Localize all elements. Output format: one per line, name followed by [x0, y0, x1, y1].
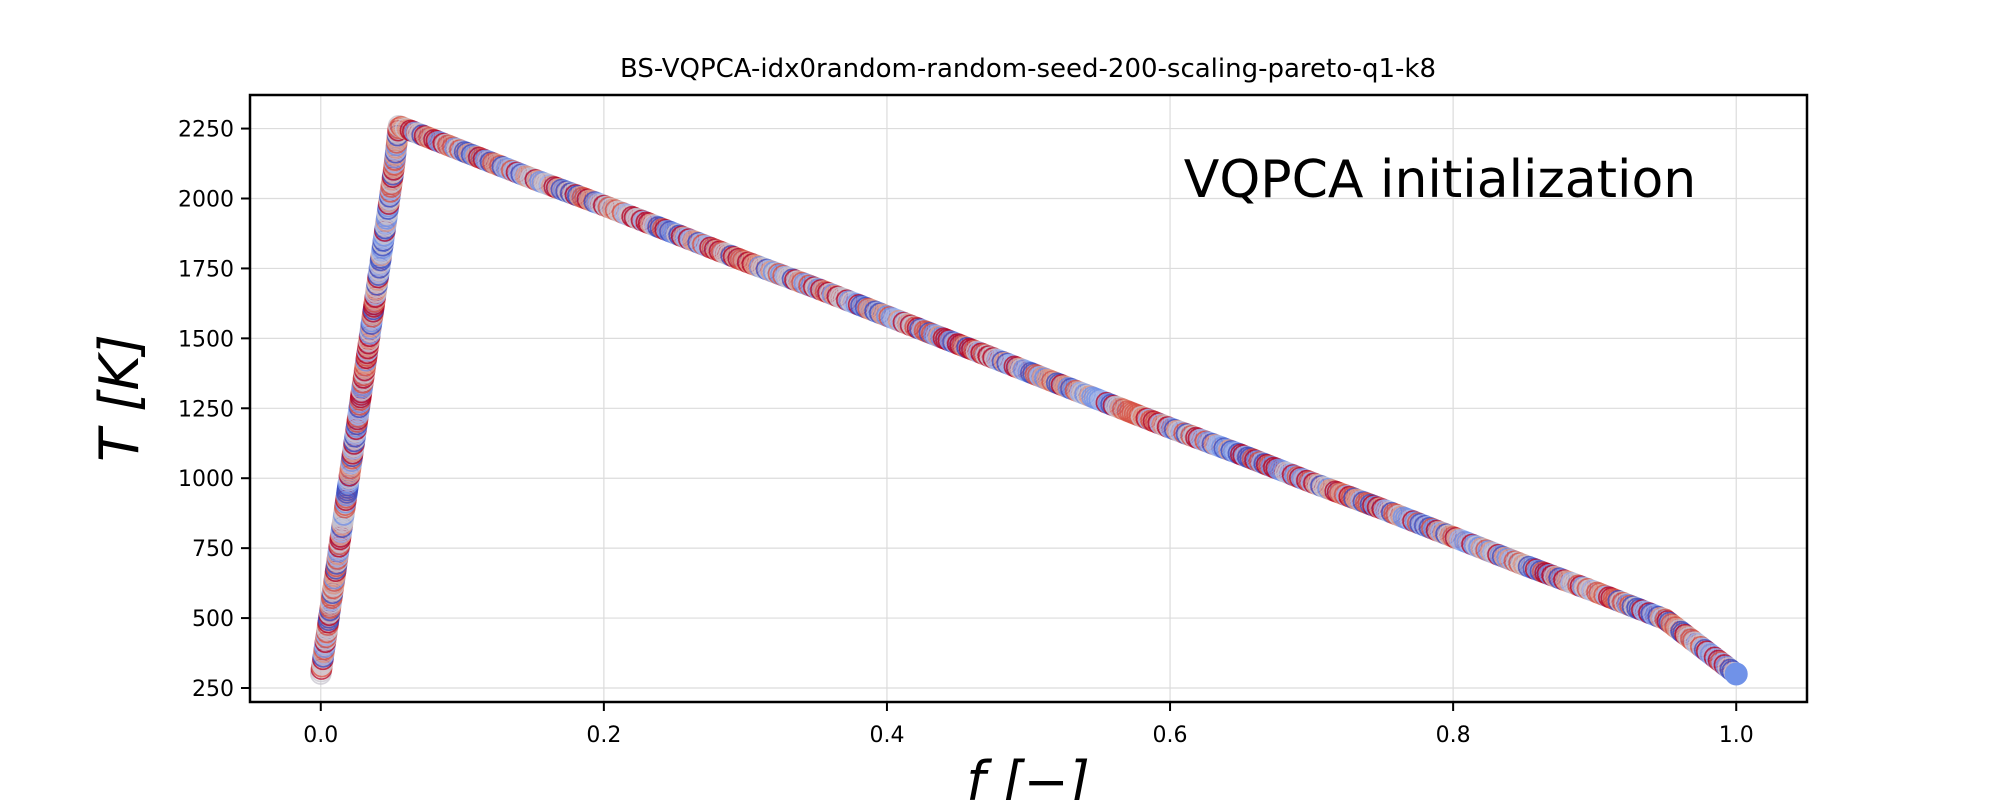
y-tick-label: 750 — [192, 537, 234, 562]
y-tick-label: 2250 — [178, 118, 234, 143]
x-ticks: 0.0 0.2 0.4 0.6 0.8 1.0 — [303, 702, 1754, 748]
data-point — [1724, 662, 1748, 686]
x-tick-label: 0.8 — [1436, 723, 1471, 748]
x-tick-label: 0.0 — [303, 723, 338, 748]
grid — [250, 95, 1807, 702]
y-tick-label: 2000 — [178, 187, 234, 212]
y-tick-label: 500 — [192, 607, 234, 632]
y-tick-label: 1500 — [178, 327, 234, 352]
y-tick-label: 250 — [192, 677, 234, 702]
x-tick-label: 1.0 — [1719, 723, 1754, 748]
y-axis-label: T [K] — [88, 334, 151, 462]
x-tick-label: 0.6 — [1153, 723, 1188, 748]
x-tick-label: 0.2 — [586, 723, 621, 748]
chart-title: BS-VQPCA-idx0random-random-seed-200-scal… — [620, 54, 1436, 84]
y-ticks: 250 500 750 1000 1250 1500 1750 2000 2250 — [178, 118, 250, 702]
plot-frame — [248, 93, 1809, 704]
x-axis-label: f [−] — [966, 750, 1090, 800]
annotation-text: VQPCA initialization — [1184, 150, 1696, 210]
x-tick-label: 0.4 — [869, 723, 904, 748]
data-points — [309, 114, 1748, 686]
y-tick-label: 1750 — [178, 257, 234, 282]
y-tick-label: 1250 — [178, 397, 234, 422]
y-tick-label: 1000 — [178, 467, 234, 492]
